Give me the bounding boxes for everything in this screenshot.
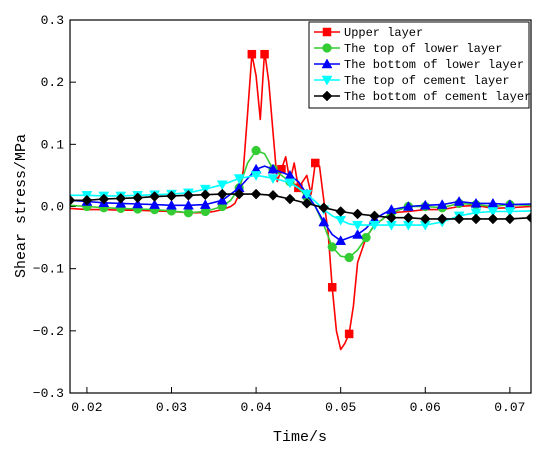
data-point-the-bottom-of-lower-layer: [216, 194, 228, 205]
data-point-the-top-of-lower-layer: [183, 208, 194, 218]
data-point-upper-layer: [260, 49, 269, 59]
data-point-the-bottom-of-cement-layer: [115, 193, 127, 204]
legend-marker-the-bottom-of-lower-layer: [321, 58, 333, 69]
data-point-the-top-of-cement-layer: [216, 180, 228, 191]
series-the-bottom-of-cement-layer: [70, 188, 531, 225]
legend-box: [308, 21, 530, 109]
data-point-the-top-of-cement-layer: [504, 207, 516, 217]
data-point-the-top-of-cement-layer: [267, 174, 279, 185]
data-point-upper-layer: [247, 49, 257, 59]
data-point-the-bottom-of-lower-layer: [470, 197, 482, 208]
data-point-the-bottom-of-cement-layer: [132, 192, 144, 204]
data-point-the-bottom-of-lower-layer: [318, 216, 330, 227]
data-point-the-bottom-of-cement-layer: [233, 188, 245, 200]
data-point-the-bottom-of-cement-layer: [318, 202, 330, 214]
data-point-the-bottom-of-cement-layer: [183, 189, 194, 201]
legend-label-the-top-of-cement-layer: The top of cement layer: [344, 74, 510, 88]
x-tick-label: 0.06: [410, 400, 441, 415]
x-tick-label: 0.04: [240, 400, 271, 415]
data-point-the-top-of-cement-layer: [284, 178, 296, 189]
x-axis-title: Time/s: [273, 429, 327, 446]
legend-marker-the-top-of-cement-layer: [321, 75, 333, 86]
y-tick-label: 0.0: [41, 200, 64, 215]
legend-marker-the-bottom-of-cement-layer: [321, 90, 333, 102]
data-point-the-top-of-lower-layer: [344, 252, 354, 263]
data-point-the-bottom-of-cement-layer: [504, 213, 516, 225]
x-tick-label: 0.07: [494, 400, 525, 415]
data-point-the-bottom-of-lower-layer: [199, 199, 211, 209]
data-point-the-bottom-of-lower-layer: [402, 200, 414, 211]
data-point-the-top-of-cement-layer: [233, 174, 245, 185]
y-tick-label: −0.2: [33, 324, 64, 339]
legend: Upper layer The top of lower layer The bot…: [308, 21, 531, 109]
y-tick-label: 0.1: [41, 137, 65, 152]
data-point-the-bottom-of-cement-layer: [149, 191, 160, 202]
y-axis-title: Shear stress/MPa: [13, 134, 30, 278]
data-point-upper-layer: [327, 283, 337, 292]
data-point-the-bottom-of-cement-layer: [98, 193, 110, 205]
data-point-the-bottom-of-lower-layer: [149, 199, 161, 209]
data-point-the-bottom-of-cement-layer: [70, 194, 76, 206]
data-point-the-top-of-cement-layer: [301, 189, 313, 200]
legend-label-upper-layer: Upper layer: [344, 26, 423, 40]
data-point-the-top-of-lower-layer: [251, 145, 261, 156]
data-point-the-bottom-of-cement-layer: [386, 212, 397, 224]
plot-frame: [69, 19, 532, 394]
data-point-the-bottom-of-cement-layer: [470, 213, 482, 225]
x-tick-label: 0.05: [325, 400, 356, 415]
data-point-the-bottom-of-cement-layer: [453, 213, 465, 225]
data-point-the-bottom-of-cement-layer: [81, 194, 93, 206]
x-tick-label: 0.03: [156, 400, 187, 415]
data-point-the-bottom-of-cement-layer: [352, 208, 363, 220]
legend-label-the-top-of-lower-layer: The top of lower layer: [344, 42, 502, 56]
data-point-the-top-of-cement-layer: [470, 208, 482, 219]
legend-label-the-bottom-of-lower-layer: The bottom of lower layer: [344, 58, 524, 72]
y-tick-label: −0.1: [33, 262, 64, 277]
data-point-the-bottom-of-cement-layer: [166, 190, 177, 202]
data-point-the-bottom-of-cement-layer: [216, 188, 228, 200]
data-point-the-bottom-of-cement-layer: [487, 213, 499, 225]
data-point-the-bottom-of-cement-layer: [301, 198, 313, 209]
data-point-the-bottom-of-lower-layer: [335, 235, 347, 245]
data-point-upper-layer: [311, 158, 320, 168]
series-line-the-bottom-of-cement-layer: [70, 193, 531, 220]
data-point-the-top-of-cement-layer: [487, 207, 499, 217]
data-point-the-bottom-of-lower-layer: [166, 199, 177, 210]
legend-marker-upper-layer: [322, 27, 332, 37]
data-point-the-top-of-lower-layer: [327, 242, 337, 252]
data-point-the-bottom-of-lower-layer: [267, 163, 279, 174]
data-point-the-bottom-of-cement-layer: [284, 193, 296, 205]
y-tick-label: −0.3: [33, 386, 64, 401]
data-point-the-bottom-of-lower-layer: [352, 228, 364, 239]
x-tick-label: 0.02: [71, 400, 102, 415]
data-point-the-bottom-of-lower-layer: [132, 198, 144, 209]
data-point-the-bottom-of-lower-layer: [453, 196, 465, 206]
data-point-the-bottom-of-cement-layer: [525, 212, 531, 224]
data-point-the-bottom-of-cement-layer: [369, 210, 380, 222]
data-point-the-bottom-of-cement-layer: [199, 189, 211, 201]
legend-label-the-bottom-of-cement-layer: The bottom of cement layer: [344, 90, 531, 104]
data-point-the-bottom-of-cement-layer: [250, 188, 262, 200]
x-axis-ticks: 0.02 0.03 0.04 0.05 0.06 0.07: [71, 387, 525, 415]
data-point-the-bottom-of-cement-layer: [402, 212, 414, 224]
y-tick-label: 0.3: [41, 13, 64, 28]
series-layer: [70, 49, 531, 351]
data-point-the-top-of-lower-layer: [361, 232, 371, 243]
data-point-upper-layer: [344, 329, 354, 339]
data-point-the-bottom-of-cement-layer: [267, 189, 279, 201]
data-point-the-bottom-of-cement-layer: [436, 213, 448, 225]
data-point-the-bottom-of-lower-layer: [419, 199, 431, 210]
legend-marker-the-top-of-lower-layer: [322, 43, 332, 53]
y-tick-label: 0.2: [41, 75, 64, 90]
data-point-the-bottom-of-cement-layer: [419, 213, 431, 225]
data-point-the-bottom-of-lower-layer: [436, 199, 448, 209]
data-point-the-bottom-of-cement-layer: [335, 206, 347, 217]
data-point-the-bottom-of-lower-layer: [182, 199, 194, 210]
data-point-the-top-of-cement-layer: [250, 171, 262, 181]
y-axis-ticks: −0.3 −0.2 −0.1 0.0 0.1 0.2 0.3: [33, 13, 76, 401]
data-point-the-top-of-cement-layer: [352, 220, 364, 231]
